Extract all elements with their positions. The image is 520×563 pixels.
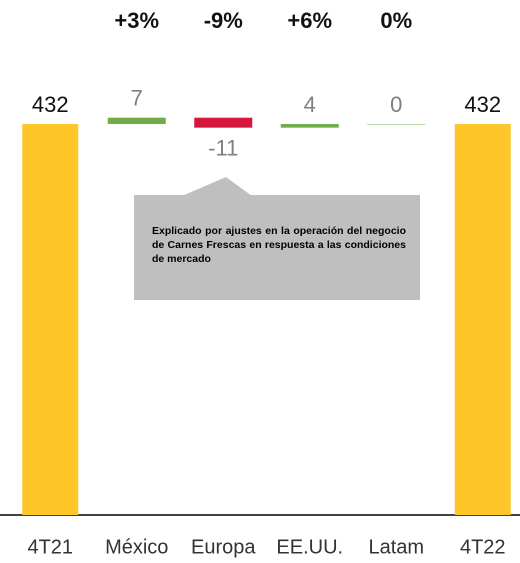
change-label: +3% — [114, 8, 159, 33]
change-label: +6% — [287, 8, 332, 33]
value-label: 432 — [32, 92, 69, 117]
callout-pointer — [182, 177, 252, 196]
change-label: -9% — [204, 8, 243, 33]
annotation: Explicado por ajustes en la operación de… — [152, 225, 406, 266]
x-tick-label: 4T22 — [460, 536, 506, 558]
delta-bar — [367, 124, 426, 126]
delta-bar — [280, 124, 339, 128]
delta-bar — [194, 117, 253, 128]
value-label: -11 — [208, 135, 238, 160]
value-label: 7 — [131, 86, 143, 111]
value-label: 432 — [464, 92, 501, 117]
total-bar — [22, 124, 79, 515]
x-tick-label: Latam — [368, 536, 424, 558]
change-label: 0% — [380, 8, 412, 33]
callout-box — [134, 195, 420, 300]
callout: Explicado por ajustes en la operación de… — [152, 225, 406, 266]
x-tick-label: 4T21 — [27, 536, 73, 558]
x-tick-label: EE.UU. — [276, 536, 343, 558]
delta-bar — [107, 117, 166, 125]
total-bar — [454, 124, 511, 515]
value-label: 4 — [304, 92, 316, 117]
x-tick-label: Europa — [191, 536, 256, 558]
value-label: 0 — [390, 92, 402, 117]
x-tick-label: México — [105, 536, 168, 558]
